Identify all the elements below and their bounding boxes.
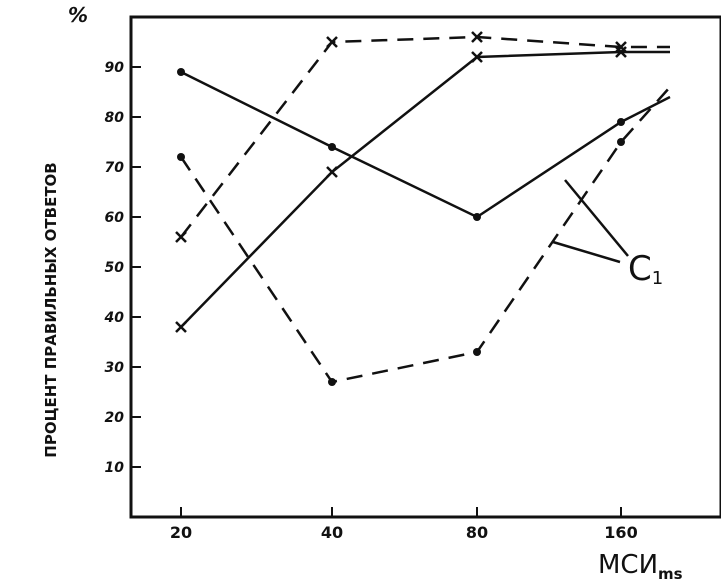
y-tick-label-4: 50 [105, 260, 125, 276]
y-tick-label-7: 80 [105, 110, 125, 126]
x-axis-label-sub: ms [658, 565, 683, 580]
x-tick-label-1: 40 [321, 523, 343, 542]
x-axis-ticks: 20 40 80 160 [170, 507, 638, 542]
series-2-point-3 [617, 118, 625, 126]
annotation-label: C1 [628, 249, 663, 289]
y-tick-label-5: 60 [105, 210, 125, 226]
y-tick-label-0: 10 [105, 460, 125, 476]
series-3-point-3 [617, 138, 625, 146]
series-3-point-1 [328, 378, 336, 386]
annotation-sub: 1 [652, 268, 663, 289]
y-axis-ticks: 10 20 30 40 50 60 70 80 90 [104, 60, 141, 476]
y-unit-label: % [68, 3, 88, 27]
y-tick-label-8: 90 [105, 60, 125, 76]
series-1-point-1 [326, 166, 338, 178]
series-0-point-0 [175, 231, 187, 243]
y-tick-label-1: 20 [105, 410, 125, 426]
x-axis-label: МСИms [598, 550, 683, 580]
series-lines [179, 35, 671, 384]
y-tick-label-2: 30 [105, 360, 125, 376]
series-2-point-2 [473, 213, 481, 221]
series-2-point-1 [328, 143, 336, 151]
x-tick-label-3: 160 [604, 523, 637, 542]
series-1-point-2 [471, 51, 483, 63]
series-line-2 [180, 70, 671, 219]
annotation-main: C [628, 249, 652, 289]
y-tick-label-3: 40 [104, 310, 125, 326]
series-line-3 [179, 86, 671, 384]
series-3-point-2 [473, 348, 481, 356]
series-0-point-1 [326, 36, 338, 48]
x-tick-label-0: 20 [170, 523, 192, 542]
annotation-pointer [552, 179, 629, 264]
series-0-point-2 [471, 31, 483, 43]
x-tick-label-2: 80 [466, 523, 488, 542]
series-2-point-0 [177, 68, 185, 76]
series-3-point-0 [177, 153, 185, 161]
y-axis-label: ПРОЦЕНТ ПРАВИЛЬНЫХ ОТВЕТОВ [42, 162, 60, 457]
series-line-1 [180, 50, 670, 328]
series-1-point-0 [175, 321, 187, 333]
y-tick-label-6: 70 [105, 160, 125, 176]
series-1-point-3 [615, 46, 627, 58]
x-axis-label-main: МСИ [598, 550, 658, 580]
series-markers [175, 31, 627, 386]
